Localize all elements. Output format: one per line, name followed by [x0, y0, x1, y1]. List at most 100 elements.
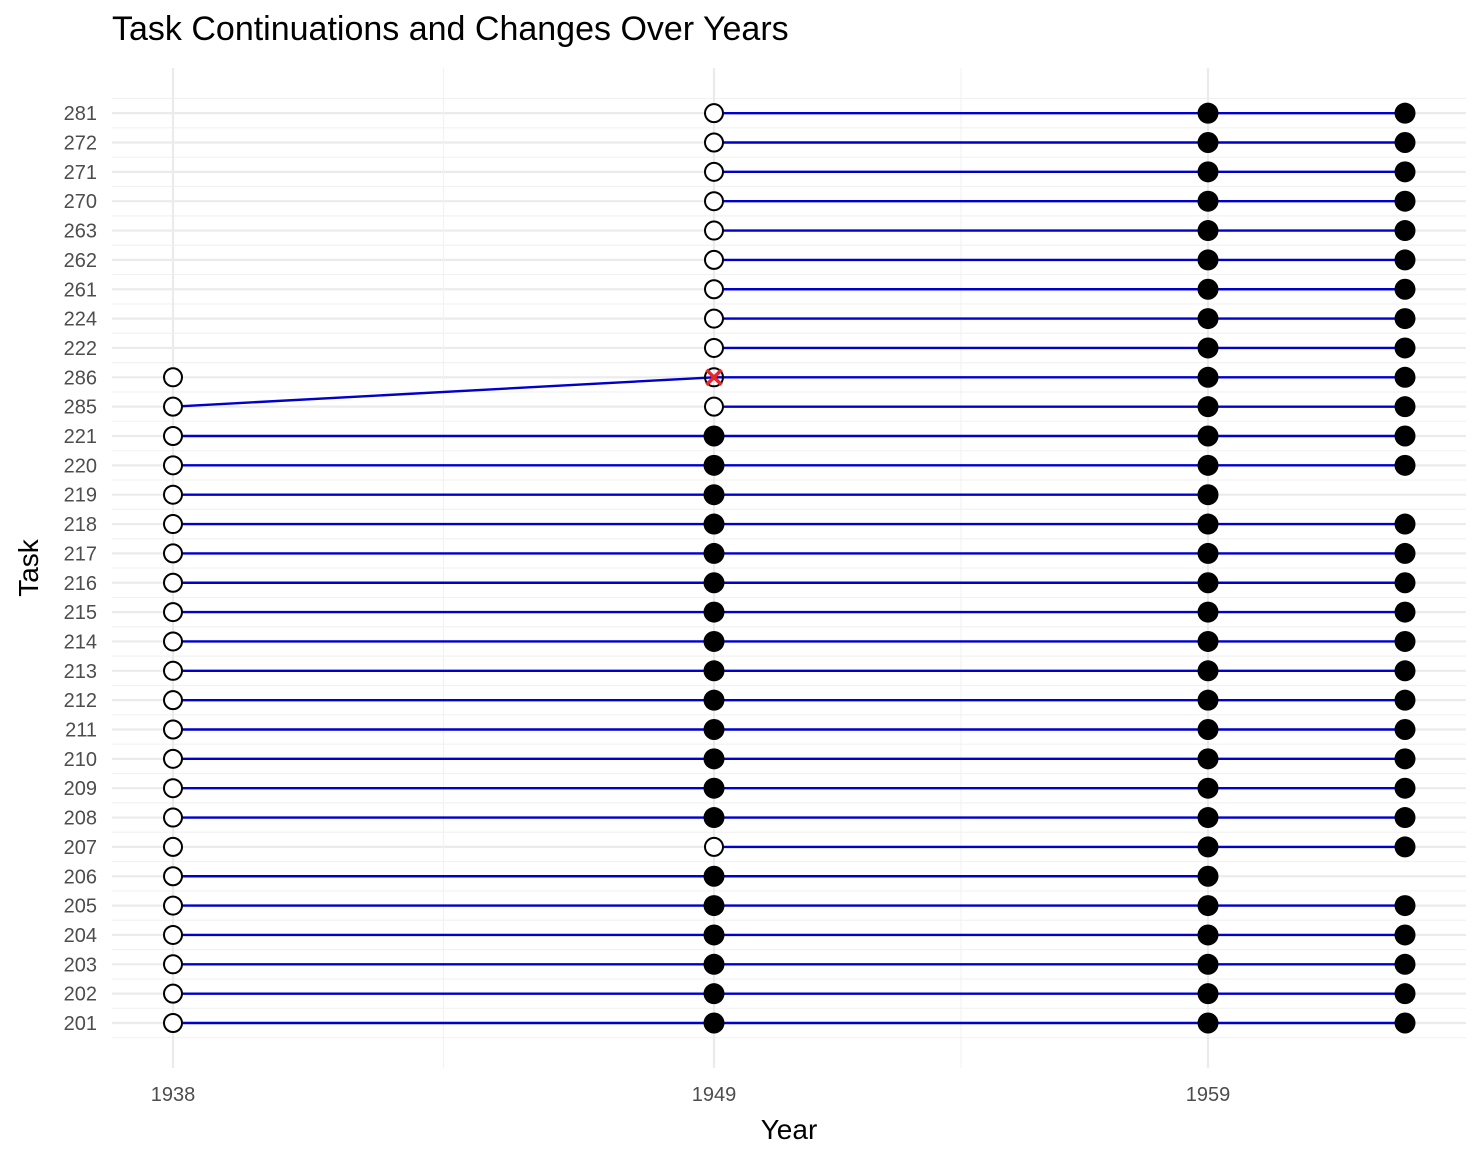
task-point-filled	[1197, 601, 1219, 623]
y-tick-label: 222	[64, 338, 97, 360]
task-point-filled	[703, 513, 725, 535]
task-point-filled	[703, 953, 725, 975]
task-point-open	[704, 836, 724, 857]
y-tick-label: 270	[64, 191, 97, 213]
task-point-filled	[1394, 660, 1416, 682]
y-tick-label: 220	[64, 455, 97, 477]
task-point-filled	[703, 807, 725, 829]
task-point-filled	[1197, 308, 1219, 330]
task-point-filled	[1197, 190, 1219, 212]
task-point-open	[163, 690, 183, 711]
task-point-filled	[1394, 983, 1416, 1005]
y-tick-label: 208	[64, 808, 97, 830]
task-point-filled	[1197, 895, 1219, 917]
y-tick-label: 215	[64, 602, 97, 624]
task-point-filled	[1197, 220, 1219, 242]
task-point-open	[704, 337, 724, 358]
y-tick-label: 263	[64, 221, 97, 243]
task-point-open	[163, 484, 183, 505]
y-tick-label: 205	[64, 896, 97, 918]
task-point-filled	[703, 777, 725, 799]
task-point-filled	[1197, 337, 1219, 359]
y-tick-label: 219	[64, 485, 97, 507]
task-point-filled	[1394, 337, 1416, 359]
task-point-filled	[1394, 513, 1416, 535]
y-tick-label: 216	[64, 573, 97, 595]
y-tick-label: 286	[64, 367, 97, 389]
y-tick-label: 218	[64, 514, 97, 536]
task-point-filled	[1197, 454, 1219, 476]
y-tick-label: 285	[64, 397, 97, 419]
task-point-open	[163, 719, 183, 740]
task-point-filled	[1197, 630, 1219, 652]
task-point-filled	[1394, 719, 1416, 740]
task-point-filled	[1394, 630, 1416, 652]
x-tick-label: 1949	[692, 1084, 737, 1106]
task-point-filled	[703, 924, 725, 946]
task-point-filled	[1394, 396, 1416, 418]
task-point-filled	[1197, 865, 1219, 887]
task-point-filled	[1394, 836, 1416, 858]
task-point-open	[704, 249, 724, 270]
task-point-filled	[1394, 572, 1416, 594]
task-point-filled	[703, 895, 725, 917]
task-point-filled	[1394, 454, 1416, 476]
y-axis-ticks: 201 202 203 204 205 206 207 208 209 210 211 212 213 2…	[64, 103, 97, 1035]
task-point-filled	[1197, 836, 1219, 858]
y-tick-label: 211	[65, 720, 97, 742]
task-point-open	[704, 396, 724, 417]
y-tick-label: 261	[64, 279, 97, 301]
y-tick-label: 281	[64, 103, 97, 125]
task-point-open	[163, 778, 183, 799]
task-point-filled	[1394, 161, 1416, 183]
task-point-open	[163, 543, 183, 564]
task-point-filled	[1197, 542, 1219, 564]
task-point-filled	[1394, 278, 1416, 300]
y-tick-label: 207	[64, 837, 97, 859]
grid-layer	[112, 68, 1466, 1068]
task-point-filled	[1197, 484, 1219, 506]
task-point-open	[163, 807, 183, 828]
task-point-open	[163, 924, 183, 945]
chart-title: Task Continuations and Changes Over Year…	[112, 10, 789, 48]
y-tick-label: 213	[64, 661, 97, 683]
task-point-filled	[703, 865, 725, 887]
task-point-cross-ring	[704, 367, 724, 388]
task-point-open	[704, 161, 724, 182]
task-point-filled	[1394, 777, 1416, 799]
y-tick-label: 212	[64, 690, 97, 712]
task-point-filled	[1394, 1012, 1416, 1034]
y-tick-label: 272	[64, 133, 97, 155]
task-point-filled	[1197, 396, 1219, 418]
y-tick-label: 210	[64, 749, 97, 771]
task-point-filled	[1197, 161, 1219, 183]
task-point-filled	[1394, 895, 1416, 917]
task-point-open	[163, 602, 183, 623]
task-point-filled	[1394, 190, 1416, 212]
task-point-filled	[703, 630, 725, 652]
task-point-filled	[1197, 366, 1219, 388]
task-point-filled	[1394, 601, 1416, 623]
y-tick-label: 262	[64, 250, 97, 272]
task-point-filled	[1394, 953, 1416, 975]
task-point-open	[163, 1013, 183, 1033]
task-point-filled	[1197, 777, 1219, 799]
task-point-open	[163, 455, 183, 476]
x-axis-title: Year	[761, 1114, 818, 1145]
point-layer	[163, 102, 1416, 1034]
task-point-filled	[1197, 425, 1219, 447]
task-point-filled	[1197, 689, 1219, 711]
task-point-cross	[704, 367, 724, 388]
task-point-open	[163, 748, 183, 769]
task-point-open	[704, 103, 724, 124]
task-point-filled	[1197, 102, 1219, 124]
task-point-filled	[703, 454, 725, 476]
task-point-filled	[703, 572, 725, 594]
task-point-filled	[1197, 278, 1219, 300]
task-point-filled	[1394, 249, 1416, 271]
task-point-open	[163, 866, 183, 887]
task-point-open	[704, 308, 724, 329]
task-point-filled	[1197, 249, 1219, 271]
y-tick-label: 209	[64, 778, 97, 800]
